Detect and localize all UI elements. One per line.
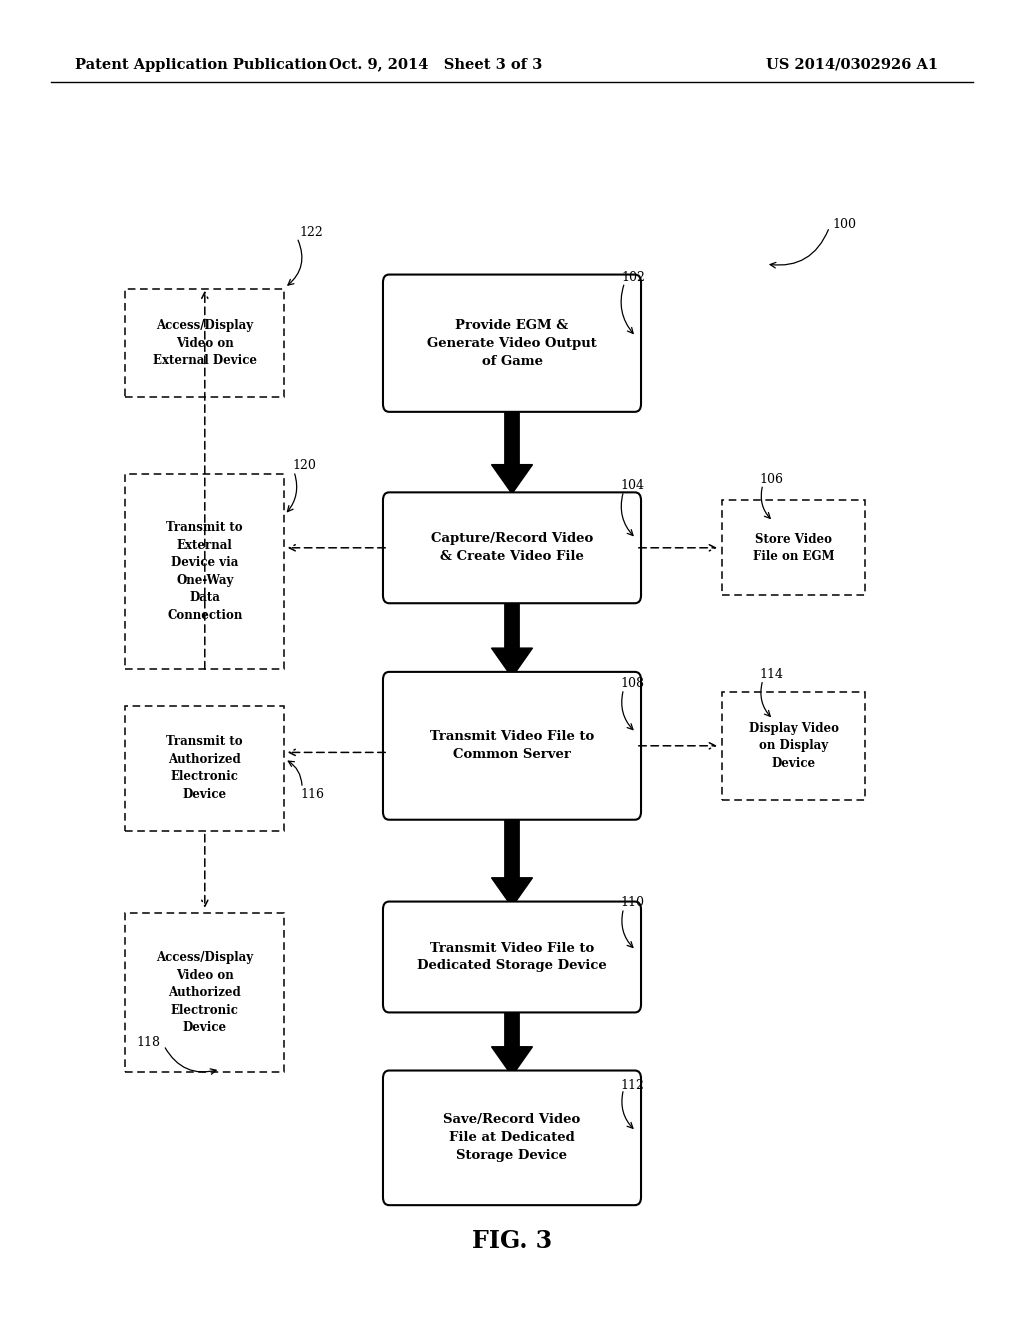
Text: Transmit to
Authorized
Electronic
Device: Transmit to Authorized Electronic Device — [167, 735, 243, 801]
FancyBboxPatch shape — [126, 474, 285, 669]
Text: 104: 104 — [621, 479, 644, 492]
FancyBboxPatch shape — [722, 500, 865, 595]
Text: Access/Display
Video on
External Device: Access/Display Video on External Device — [153, 319, 257, 367]
FancyArrow shape — [492, 812, 532, 907]
FancyBboxPatch shape — [722, 692, 865, 800]
Text: 112: 112 — [621, 1078, 644, 1092]
Text: Access/Display
Video on
Authorized
Electronic
Device: Access/Display Video on Authorized Elect… — [157, 952, 253, 1034]
Text: Patent Application Publication: Patent Application Publication — [75, 58, 327, 71]
Text: US 2014/0302926 A1: US 2014/0302926 A1 — [766, 58, 938, 71]
Text: 122: 122 — [299, 226, 323, 239]
Text: Capture/Record Video
& Create Video File: Capture/Record Video & Create Video File — [431, 532, 593, 564]
Text: 110: 110 — [621, 896, 644, 909]
FancyBboxPatch shape — [126, 913, 285, 1072]
Text: Provide EGM &
Generate Video Output
of Game: Provide EGM & Generate Video Output of G… — [427, 318, 597, 368]
FancyBboxPatch shape — [383, 492, 641, 603]
Text: Store Video
File on EGM: Store Video File on EGM — [753, 532, 835, 564]
Text: Transmit Video File to
Dedicated Storage Device: Transmit Video File to Dedicated Storage… — [417, 941, 607, 973]
FancyArrow shape — [492, 595, 532, 677]
FancyBboxPatch shape — [383, 1071, 641, 1205]
Text: FIG. 3: FIG. 3 — [472, 1229, 552, 1253]
Text: 118: 118 — [136, 1036, 160, 1049]
Text: 120: 120 — [293, 459, 316, 473]
Text: 100: 100 — [833, 218, 856, 231]
FancyArrow shape — [492, 1005, 532, 1076]
FancyBboxPatch shape — [126, 289, 285, 397]
FancyBboxPatch shape — [383, 275, 641, 412]
Text: Transmit Video File to
Common Server: Transmit Video File to Common Server — [430, 730, 594, 762]
Text: 102: 102 — [622, 271, 645, 284]
FancyBboxPatch shape — [126, 705, 285, 832]
FancyArrow shape — [492, 404, 532, 494]
Text: Transmit to
External
Device via
One-Way
Data
Connection: Transmit to External Device via One-Way … — [167, 521, 243, 622]
Text: Save/Record Video
File at Dedicated
Storage Device: Save/Record Video File at Dedicated Stor… — [443, 1113, 581, 1163]
Text: 116: 116 — [300, 788, 324, 801]
FancyBboxPatch shape — [383, 902, 641, 1012]
Text: Oct. 9, 2014   Sheet 3 of 3: Oct. 9, 2014 Sheet 3 of 3 — [329, 58, 542, 71]
Text: 114: 114 — [760, 668, 783, 681]
Text: 106: 106 — [760, 473, 783, 486]
Text: Display Video
on Display
Device: Display Video on Display Device — [749, 722, 839, 770]
Text: 108: 108 — [621, 677, 644, 690]
FancyBboxPatch shape — [383, 672, 641, 820]
